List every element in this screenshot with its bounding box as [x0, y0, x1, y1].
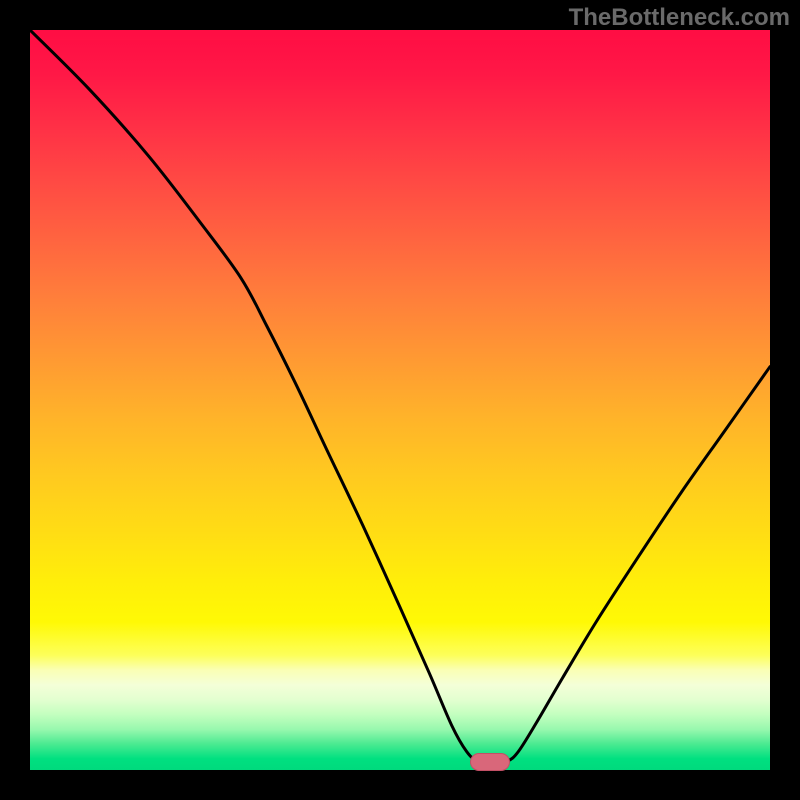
plot-svg: [30, 30, 770, 770]
watermark-text: TheBottleneck.com: [569, 4, 790, 32]
chart-frame: TheBottleneck.com: [0, 0, 800, 800]
gradient-background: [30, 30, 770, 770]
plot-area: [30, 30, 770, 770]
optimal-marker: [470, 753, 510, 771]
